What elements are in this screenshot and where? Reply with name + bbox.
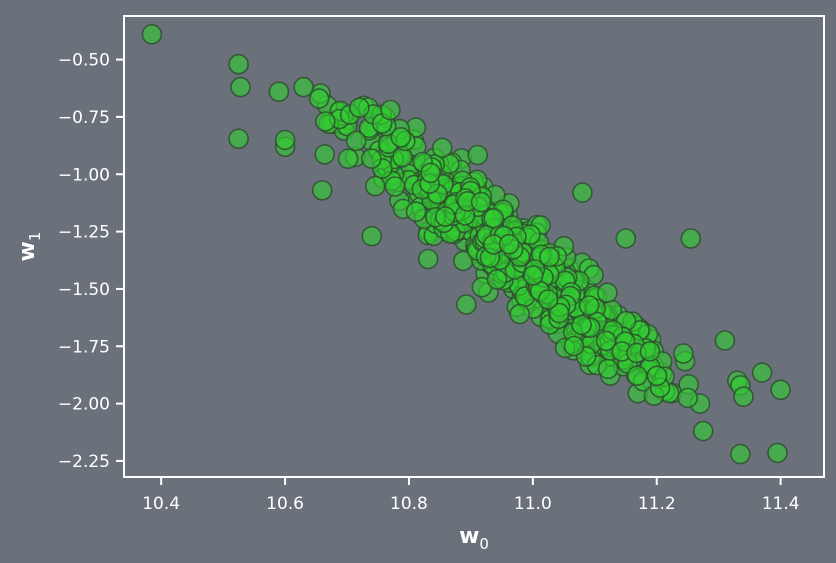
data-point — [268, 81, 290, 102]
data-point — [770, 379, 791, 401]
data-point — [293, 76, 314, 98]
data-point — [384, 176, 406, 197]
data-point — [677, 387, 699, 409]
data-point — [751, 362, 773, 383]
data-point — [230, 76, 251, 98]
y-axis-label-subscript: 1 — [26, 232, 44, 242]
data-point — [498, 233, 520, 255]
y-axis-label-base: w — [15, 241, 40, 261]
data-point — [578, 295, 600, 316]
data-point — [417, 248, 439, 270]
data-point — [274, 129, 296, 151]
data-point — [141, 23, 163, 45]
data-point — [733, 386, 754, 408]
data-point — [509, 303, 531, 325]
y-tick-label: −1.25 — [58, 223, 110, 243]
data-point — [714, 330, 736, 351]
y-tick-label: −1.00 — [58, 165, 110, 185]
x-axis-ticks: 10.4 10.6 10.8 11.0 11.2 11.4 — [142, 477, 800, 514]
x-axis-label-subscript: 0 — [479, 535, 489, 553]
data-point — [539, 246, 560, 268]
data-point — [420, 162, 441, 184]
x-tick-label: 11.2 — [638, 494, 676, 514]
data-point — [615, 228, 637, 249]
y-axis-label: w1 — [15, 232, 44, 262]
data-point — [597, 358, 619, 380]
data-point — [767, 442, 788, 464]
x-tick-label: 11.4 — [762, 494, 800, 514]
data-point — [311, 180, 333, 201]
data-point — [431, 137, 453, 159]
data-point — [337, 148, 359, 169]
data-point — [405, 201, 427, 222]
data-points — [141, 23, 791, 465]
data-point — [673, 343, 694, 364]
data-point — [434, 206, 456, 227]
data-point — [572, 182, 593, 203]
data-point — [730, 443, 751, 465]
data-point — [345, 130, 367, 152]
data-point — [626, 365, 648, 387]
data-point — [390, 127, 412, 148]
data-point — [455, 294, 477, 315]
y-axis-ticks: −0.50 −0.75 −1.00 −1.25 −1.50 −1.75 −2.00 −2.25 — [58, 51, 124, 472]
data-point — [360, 148, 382, 169]
data-point — [571, 314, 592, 336]
data-point — [228, 128, 249, 149]
x-axis-label-base: w — [459, 524, 479, 549]
data-point — [639, 340, 661, 362]
data-point — [228, 53, 249, 75]
x-tick-label: 10.6 — [266, 494, 304, 514]
plot-frame — [123, 15, 825, 478]
data-point — [470, 191, 492, 213]
data-point — [522, 265, 544, 286]
data-point — [308, 88, 330, 109]
data-point — [486, 269, 508, 290]
data-point — [680, 228, 702, 249]
data-point — [364, 175, 386, 197]
y-tick-label: −1.75 — [58, 337, 110, 357]
y-tick-label: −2.25 — [58, 452, 110, 472]
data-point — [314, 111, 336, 132]
data-point — [597, 282, 618, 304]
x-tick-label: 10.8 — [390, 494, 428, 514]
y-tick-label: −0.75 — [58, 108, 110, 128]
data-point — [361, 225, 383, 247]
data-point — [563, 335, 585, 357]
data-point — [380, 99, 401, 121]
x-tick-label: 10.4 — [142, 494, 180, 514]
y-tick-label: −1.50 — [58, 280, 110, 300]
data-point — [483, 208, 505, 229]
x-axis-label: w0 — [459, 524, 489, 553]
data-point — [537, 289, 559, 310]
y-tick-label: −0.50 — [58, 51, 110, 71]
y-tick-label: −2.00 — [58, 395, 110, 415]
data-point — [349, 97, 370, 118]
data-point — [467, 144, 489, 166]
data-point — [692, 420, 714, 442]
x-tick-label: 11.0 — [514, 494, 552, 514]
data-point — [595, 330, 617, 352]
data-point — [548, 302, 570, 324]
data-point — [314, 144, 336, 165]
data-point — [646, 365, 668, 387]
